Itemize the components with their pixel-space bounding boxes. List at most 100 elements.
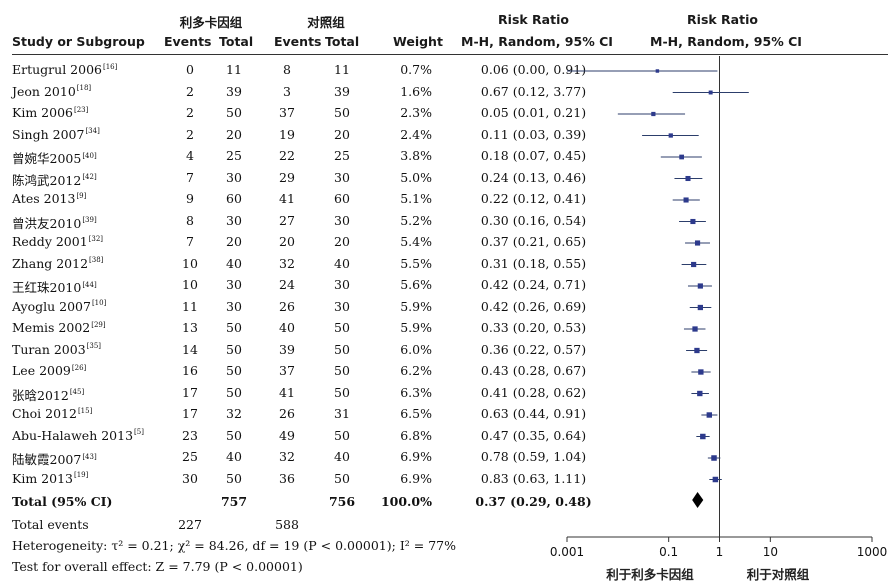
x-tick-label: 1 — [716, 545, 724, 559]
events-group1: 11 — [182, 298, 198, 314]
study-ci: 0.24 (0.13, 0.46) — [480, 169, 587, 185]
study-weight: 6.0% — [400, 341, 432, 357]
events-group2: 36 — [279, 470, 295, 486]
point-estimate — [706, 412, 713, 418]
total-group1: 40 — [226, 449, 242, 464]
total-group2: 11 — [334, 62, 350, 77]
total-group1: 30 — [226, 298, 242, 314]
study-ci: 0.31 (0.18, 0.55) — [480, 255, 587, 271]
study-ci: 0.18 (0.07, 0.45) — [480, 148, 587, 163]
total-group2: 50 — [334, 105, 350, 120]
heterogeneity-stats: Heterogeneity: τ² = 0.21; χ² = 84.26, df… — [12, 538, 456, 553]
study-ci: 0.30 (0.16, 0.54) — [480, 212, 587, 228]
point-estimate — [697, 304, 703, 311]
study-name: Kim 2013[19] — [12, 471, 88, 486]
study-reference: [23] — [73, 105, 89, 114]
study-name: Choi 2012[15] — [12, 406, 92, 421]
events-group2: 37 — [279, 105, 295, 120]
overall-effect-test: Test for overall effect: Z = 7.79 (P < 0… — [12, 559, 303, 574]
study-ci: 0.22 (0.12, 0.41) — [480, 191, 587, 206]
total-group1: 40 — [226, 255, 242, 271]
study-ci: 0.06 (0.00, 0.91) — [480, 62, 587, 77]
study-label: Kim 2013 — [12, 470, 73, 486]
total-group1: 50 — [226, 363, 242, 378]
header-divider — [12, 54, 888, 55]
study-weight: 6.5% — [400, 406, 432, 421]
events-group2: 39 — [279, 341, 295, 357]
total-ci: 0.37 (0.29, 0.48) — [475, 494, 592, 509]
study-reference: [18] — [76, 84, 92, 93]
total-group1: 50 — [226, 384, 242, 400]
total-events-group2: 588 — [275, 517, 299, 532]
total-n1: 757 — [220, 494, 248, 509]
study-label: Ates 2013 — [12, 191, 76, 206]
total-group2: 50 — [334, 363, 350, 378]
study-weight: 2.3% — [400, 105, 432, 120]
study-label: 陈鸿武2012 — [12, 172, 82, 188]
total-group1: 50 — [226, 470, 242, 486]
study-ci: 0.63 (0.44, 0.91) — [480, 406, 587, 421]
events-group2: 40 — [279, 320, 295, 335]
total-group2: 60 — [334, 191, 350, 206]
total-group2: 50 — [334, 384, 350, 400]
events-group1: 23 — [182, 427, 198, 443]
events-group1: 2 — [186, 105, 194, 120]
study-label: Ayoglu 2007 — [12, 298, 91, 314]
study-weight: 5.9% — [400, 298, 432, 314]
events-group2: 32 — [279, 449, 295, 464]
total-group1: 30 — [226, 277, 242, 292]
study-name: 曾婉华2005[40] — [12, 148, 97, 167]
point-estimate — [698, 369, 704, 375]
events-group1: 16 — [182, 363, 198, 378]
events-group2: 22 — [279, 148, 295, 163]
study-name: Memis 2002[29] — [12, 320, 106, 335]
study-weight: 2.4% — [400, 126, 432, 142]
events-group1: 17 — [182, 384, 198, 400]
study-label: 曾婉华2005 — [12, 151, 82, 166]
total-group1: 32 — [226, 406, 242, 421]
events-group1: 8 — [186, 212, 194, 228]
total1-column-header: Total — [219, 34, 254, 49]
total-group1: 50 — [226, 341, 242, 357]
study-reference: [32] — [88, 234, 104, 243]
total-group2: 30 — [334, 212, 350, 228]
x-tick-label: 0.1 — [659, 545, 678, 559]
events-group2: 27 — [279, 212, 295, 228]
study-reference: [15] — [77, 406, 93, 415]
study-weight: 6.9% — [400, 470, 432, 486]
study-weight: 5.4% — [400, 234, 432, 249]
study-column-header: Study or Subgroup — [12, 34, 145, 49]
total-group1: 50 — [226, 105, 242, 120]
events-group1: 2 — [186, 83, 194, 99]
total-group1: 60 — [226, 191, 242, 206]
study-ci: 0.33 (0.20, 0.53) — [480, 320, 587, 335]
study-label: Memis 2002 — [12, 320, 91, 335]
point-estimate — [655, 69, 660, 73]
study-label: Zhang 2012 — [12, 255, 89, 271]
study-ci: 0.47 (0.35, 0.64) — [480, 427, 587, 443]
total-n2: 756 — [328, 494, 356, 509]
total-group2: 40 — [334, 449, 350, 464]
study-weight: 5.2% — [400, 212, 432, 228]
events2-column-header: Events — [274, 34, 322, 49]
total-group2: 50 — [334, 470, 350, 486]
total-group2: 30 — [334, 277, 350, 292]
weight-column-header: Weight — [393, 34, 443, 49]
study-name: Reddy 2001[32] — [12, 234, 103, 249]
total-weight: 100.0% — [380, 494, 432, 509]
total-group2: 50 — [334, 341, 350, 357]
risk-ratio-plot-header: Risk Ratio — [687, 12, 758, 27]
total-group1: 30 — [226, 212, 242, 228]
study-name: Zhang 2012[38] — [12, 256, 103, 271]
study-name: Ertugrul 2006[16] — [12, 62, 117, 77]
total-group1: 39 — [226, 83, 242, 99]
study-weight: 6.2% — [400, 363, 432, 378]
events1-column-header: Events — [164, 34, 212, 49]
total-group2: 50 — [334, 320, 350, 335]
study-weight: 1.6% — [400, 83, 432, 99]
point-estimate — [690, 218, 696, 225]
study-weight: 5.0% — [400, 169, 432, 185]
study-reference: [34] — [85, 127, 100, 136]
favors-control-label: 利于对照组 — [747, 567, 810, 582]
